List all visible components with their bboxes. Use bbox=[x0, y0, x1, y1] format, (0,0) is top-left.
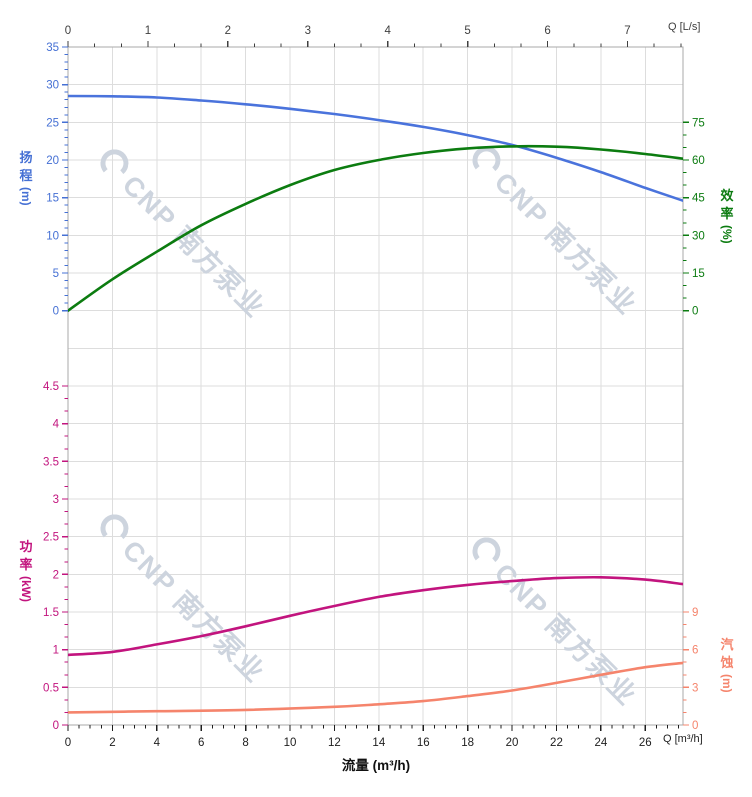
axis-title-efficiency: 效率 (%) bbox=[714, 187, 740, 244]
top-axis-tick-label: 6 bbox=[544, 25, 550, 37]
bottom-axis-tick-label: 18 bbox=[461, 737, 474, 749]
top-axis-tick-label: 0 bbox=[65, 25, 71, 37]
y_axis_power-tick-label: 3.5 bbox=[43, 456, 59, 468]
y_axis_head-tick-label: 10 bbox=[46, 230, 59, 242]
y_axis_power-tick-label: 2 bbox=[53, 569, 59, 581]
bottom-axis-tick-label: 24 bbox=[594, 737, 607, 749]
y_axis_power-tick-label: 4 bbox=[53, 419, 60, 431]
top-axis-tick-label: 4 bbox=[385, 25, 392, 37]
bottom-axis-unit-label: Q [m³/h] bbox=[663, 733, 703, 745]
y_axis_npsh-tick-label: 0 bbox=[692, 720, 698, 732]
y_axis_efficiency-tick-label: 60 bbox=[692, 155, 705, 167]
y_axis_head-tick-label: 35 bbox=[46, 42, 59, 54]
y_axis_efficiency-tick-label: 30 bbox=[692, 230, 705, 242]
y_axis_power-tick-label: 1.5 bbox=[43, 607, 59, 619]
y_axis_head-tick-label: 30 bbox=[46, 80, 59, 92]
top-axis-tick-label: 5 bbox=[464, 25, 470, 37]
axis-title-npsh: 汽蚀 (m) bbox=[714, 636, 740, 693]
axis-title-head-text: 扬程 bbox=[19, 150, 33, 183]
axis-title-head: 扬程 (m) bbox=[13, 149, 39, 206]
bottom-axis-tick-label: 12 bbox=[328, 737, 341, 749]
axis-title-efficiency-unit: (%) bbox=[720, 225, 734, 244]
y_axis_power-tick-label: 0 bbox=[53, 720, 59, 732]
bottom-axis-tick-label: 4 bbox=[154, 737, 161, 749]
curve-head bbox=[68, 94, 683, 202]
axis-title-npsh-text: 汽蚀 bbox=[720, 637, 734, 670]
bottom-axis-tick-label: 16 bbox=[417, 737, 430, 749]
y_axis_head-tick-label: 15 bbox=[46, 193, 59, 205]
top-axis-tick-label: 7 bbox=[624, 25, 630, 37]
y_axis_efficiency-tick-label: 15 bbox=[692, 268, 705, 280]
curve-efficiency bbox=[68, 144, 683, 312]
curve-npsh bbox=[68, 661, 683, 714]
y_axis_head-tick-label: 0 bbox=[53, 306, 59, 318]
top-axis-tick-label: 2 bbox=[225, 25, 231, 37]
x-axis-title: 流量 (m³/h) bbox=[341, 758, 411, 773]
bottom-axis-tick-label: 0 bbox=[65, 737, 71, 749]
bottom-axis-tick-label: 14 bbox=[372, 737, 385, 749]
bottom-axis-tick-label: 6 bbox=[198, 737, 204, 749]
y_axis_efficiency-tick-label: 0 bbox=[692, 306, 698, 318]
bottom-axis-tick-label: 10 bbox=[284, 737, 297, 749]
top-axis-unit-label: Q [L/s] bbox=[668, 21, 701, 33]
bottom-axis-tick-label: 2 bbox=[109, 737, 115, 749]
y_axis_efficiency-tick-label: 75 bbox=[692, 117, 705, 129]
y_axis_head-tick-label: 25 bbox=[46, 117, 59, 129]
y_axis_head-tick-label: 20 bbox=[46, 155, 59, 167]
bottom-axis-tick-label: 20 bbox=[506, 737, 519, 749]
y_axis_power-tick-label: 1 bbox=[53, 645, 59, 657]
axis-title-npsh-unit: (m) bbox=[720, 674, 734, 693]
axis-title-power-text: 功率 bbox=[19, 539, 33, 572]
y_axis_npsh-tick-label: 9 bbox=[692, 607, 698, 619]
y_axis_power-tick-label: 3 bbox=[53, 494, 59, 506]
axis-title-power-unit: (kW) bbox=[19, 576, 33, 603]
bottom-axis-tick-label: 8 bbox=[242, 737, 248, 749]
y_axis_efficiency-tick-label: 45 bbox=[692, 193, 705, 205]
y_axis_power-tick-label: 0.5 bbox=[43, 682, 59, 694]
y_axis_npsh-tick-label: 6 bbox=[692, 645, 698, 657]
axis-title-power: 功率 (kW) bbox=[13, 538, 39, 602]
y_axis_npsh-tick-label: 3 bbox=[692, 682, 698, 694]
axis-title-efficiency-text: 效率 bbox=[720, 188, 734, 221]
bottom-axis-tick-label: 26 bbox=[639, 737, 652, 749]
bottom-axis-tick-label: 22 bbox=[550, 737, 563, 749]
y_axis_power-tick-label: 4.5 bbox=[43, 381, 59, 393]
y_axis_head-tick-label: 5 bbox=[53, 268, 59, 280]
top-axis-tick-label: 3 bbox=[305, 25, 311, 37]
axis-title-head-unit: (m) bbox=[19, 187, 33, 206]
y_axis_power-tick-label: 2.5 bbox=[43, 532, 59, 544]
top-axis-tick-label: 1 bbox=[145, 25, 151, 37]
curve-power bbox=[68, 575, 683, 657]
